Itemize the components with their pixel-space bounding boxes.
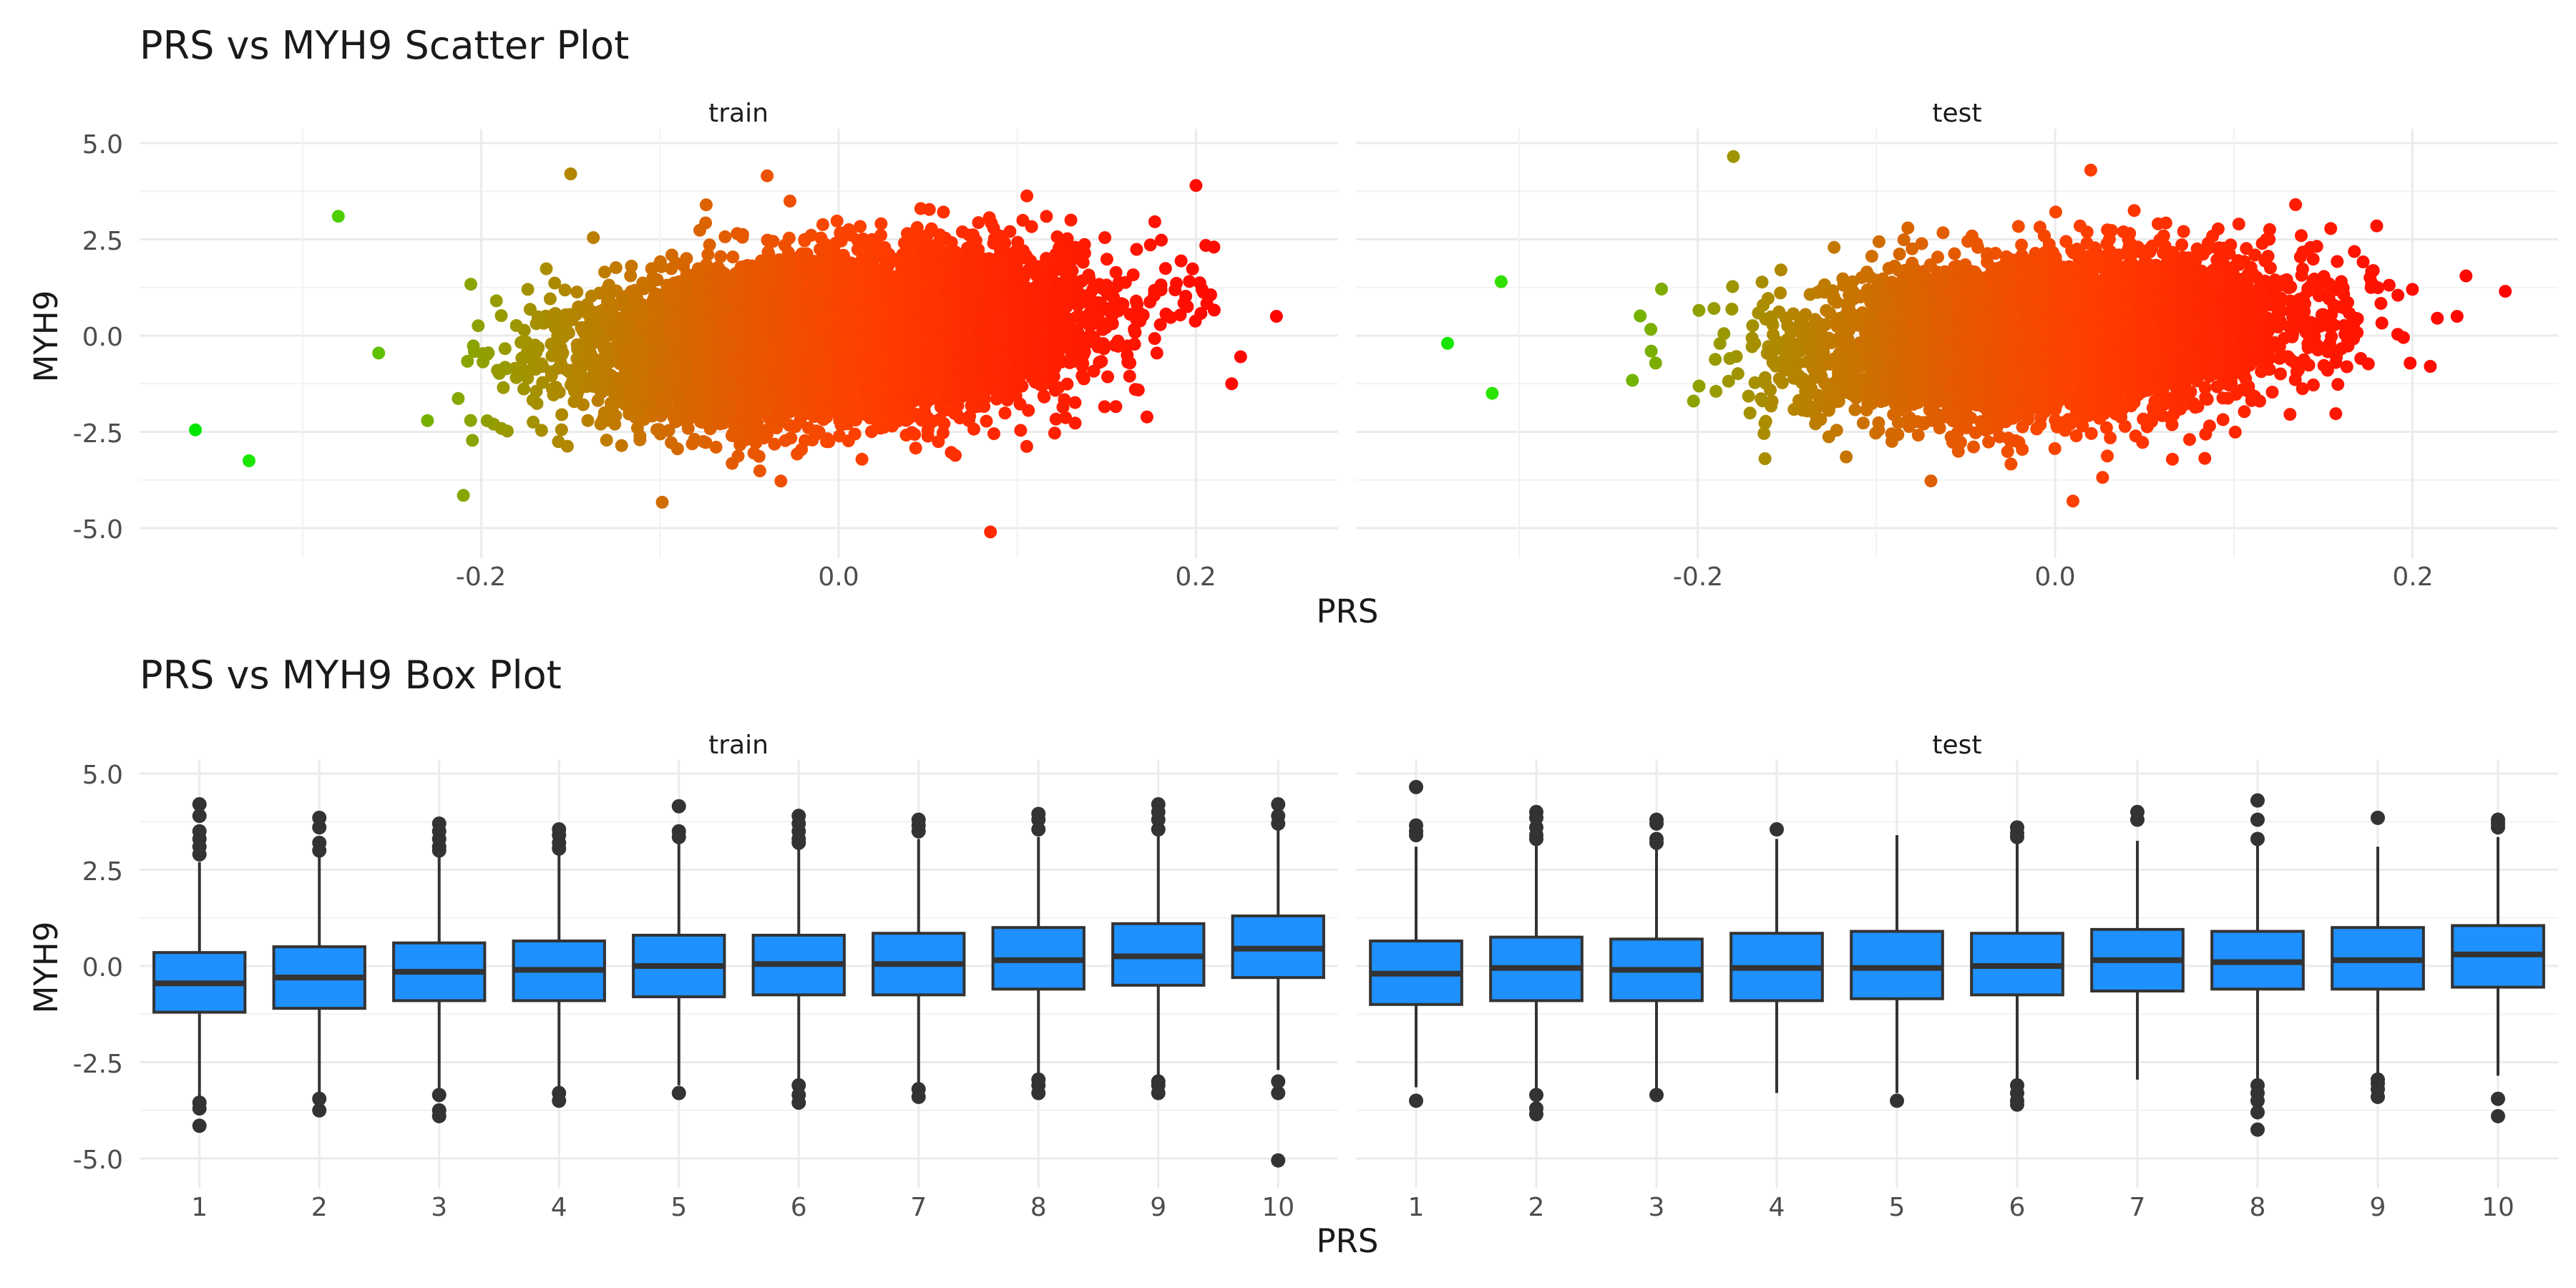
scatter-point <box>498 342 512 356</box>
scatter-panel-train <box>189 167 1283 539</box>
scatter-point <box>1158 262 1172 275</box>
scatter-point <box>688 433 701 446</box>
scatter-point <box>1128 338 1141 351</box>
scatter-point <box>421 414 434 427</box>
box-plot-title: PRS vs MYH9 Box Plot <box>140 653 562 698</box>
box-y-tick: 2.5 <box>82 857 123 887</box>
scatter-point <box>452 391 465 405</box>
scatter-point <box>998 406 1012 420</box>
scatter-y-tick: -5.0 <box>73 515 123 545</box>
scatter-point <box>600 434 613 447</box>
scatter-point <box>714 250 728 263</box>
scatter-x-axis-title: PRS <box>1317 592 1379 630</box>
scatter-x-tick-train: -0.2 <box>456 562 506 592</box>
scatter-y-tick: 2.5 <box>82 227 123 256</box>
scatter-point <box>909 441 922 455</box>
scatter-point <box>814 231 828 245</box>
scatter-point <box>855 452 869 466</box>
scatter-y-tick: 5.0 <box>82 130 123 160</box>
scatter-point <box>625 259 638 273</box>
scatter-point <box>560 439 574 453</box>
scatter-point <box>633 429 647 443</box>
box-y-tick: -5.0 <box>73 1146 123 1175</box>
scatter-x-tick-train: 0.0 <box>818 562 859 592</box>
scatter-point <box>477 355 489 369</box>
scatter-point <box>1037 389 1050 403</box>
scatter-point <box>703 238 716 252</box>
scatter-x-tick-test: 0.2 <box>2392 562 2433 592</box>
scatter-plot-title: PRS vs MYH9 Scatter Plot <box>140 23 629 68</box>
scatter-point <box>464 278 477 291</box>
scatter-point <box>774 474 788 488</box>
scatter-point <box>1150 346 1163 360</box>
scatter-point <box>1174 254 1188 268</box>
scatter-point <box>497 381 510 394</box>
box-y-axis-title: MYH9 <box>27 922 65 1014</box>
scatter-points <box>189 150 2512 539</box>
scatter-point <box>1040 210 1053 223</box>
scatter-point <box>650 423 663 436</box>
box-y-tick: -2.5 <box>73 1050 123 1079</box>
scatter-point <box>547 388 560 401</box>
scatter-point <box>543 292 557 306</box>
box-panel-label-test: test <box>1932 731 1981 760</box>
scatter-point <box>530 396 544 410</box>
scatter-point <box>535 424 548 437</box>
scatter-point <box>489 294 503 308</box>
scatter-point <box>848 427 862 441</box>
scatter-point <box>1014 424 1028 437</box>
scatter-point <box>494 309 508 323</box>
scatter-x-tick-test: 0.0 <box>2034 562 2075 592</box>
scatter-point <box>1020 439 1033 453</box>
scatter-x-tick-test: -0.2 <box>1673 562 1723 592</box>
box-y-tick: 5.0 <box>82 761 123 790</box>
scatter-x-tick-train: 0.2 <box>1175 562 1216 592</box>
scatter-point <box>1020 189 1034 203</box>
scatter-point <box>874 217 888 230</box>
scatter-point <box>555 423 568 436</box>
box-panel-label-train: train <box>708 731 769 760</box>
box-x-axis-title: PRS <box>1317 1222 1379 1260</box>
box-y-tick: 0.0 <box>82 953 123 982</box>
scatter-point <box>555 408 569 421</box>
scatter-point <box>987 427 1000 441</box>
scatter-point <box>1123 356 1137 370</box>
scatter-point <box>1148 332 1161 346</box>
scatter-point <box>1098 400 1111 414</box>
scatter-panel-label-test: test <box>1932 99 1981 128</box>
scatter-point <box>726 250 740 264</box>
scatter-point <box>372 346 386 360</box>
scatter-point <box>816 218 829 231</box>
scatter-y-tick: 0.0 <box>82 323 123 352</box>
scatter-y-axis-title: MYH9 <box>27 291 65 383</box>
scatter-point <box>980 414 993 428</box>
scatter-point <box>766 235 780 248</box>
scatter-point <box>609 261 623 275</box>
scatter-y-tick: -2.5 <box>73 419 123 449</box>
scatter-panel-label-train: train <box>708 99 769 128</box>
scatter-point <box>655 495 669 509</box>
scatter-point <box>466 434 479 447</box>
